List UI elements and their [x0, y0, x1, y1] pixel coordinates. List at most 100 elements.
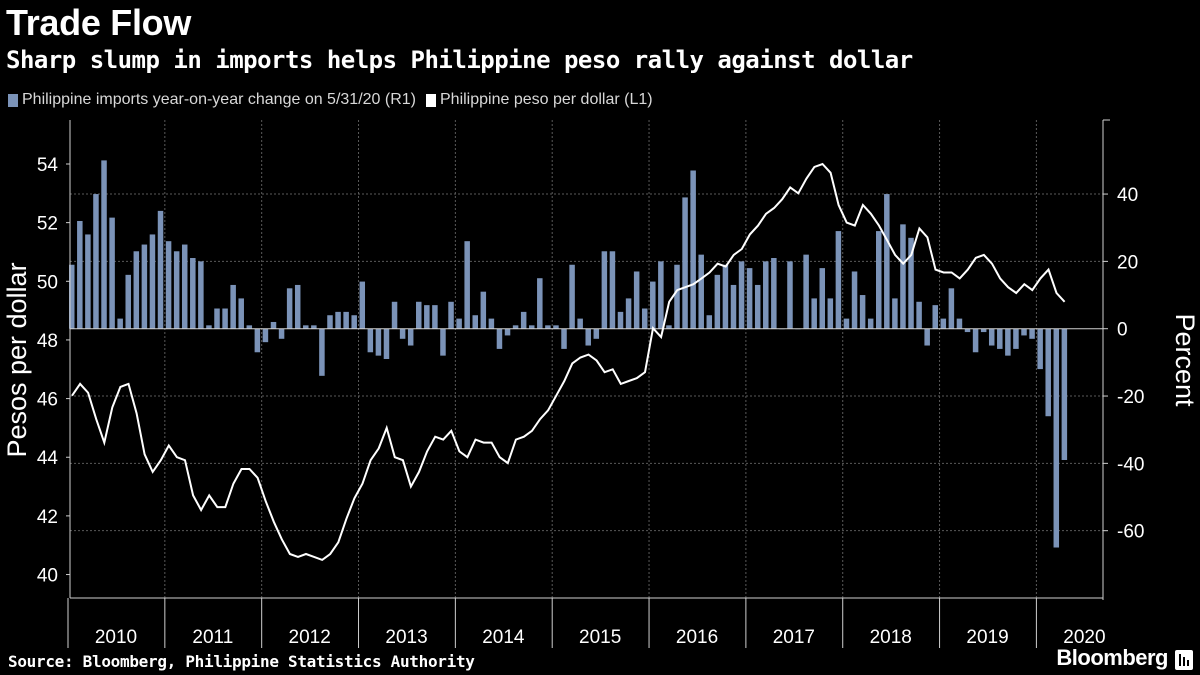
left-tick-label: 44: [37, 448, 59, 469]
bar-imports: [908, 237, 914, 329]
bar-imports: [932, 305, 938, 329]
bar-imports: [1061, 328, 1068, 460]
bar-imports: [537, 278, 543, 329]
bar-imports: [972, 328, 979, 353]
legend-item-imports: Philippine imports year-on-year change o…: [8, 91, 416, 109]
bar-imports: [569, 264, 575, 329]
bar-imports: [617, 311, 624, 329]
bar-imports: [504, 328, 511, 336]
x-tick-label: 2013: [385, 627, 427, 648]
bar-imports: [867, 318, 874, 329]
bar-imports: [641, 308, 648, 329]
bar-imports: [674, 264, 680, 329]
bar-imports: [835, 231, 842, 329]
legend-swatch-peso: [426, 93, 436, 107]
bar-imports: [456, 318, 462, 329]
bar-imports: [771, 258, 777, 329]
bar-imports: [472, 315, 478, 329]
bar-imports: [948, 288, 955, 329]
legend-label-imports: Philippine imports year-on-year change o…: [22, 91, 416, 108]
bloomberg-terminal-icon: [1175, 650, 1193, 670]
bar-imports: [690, 170, 696, 329]
right-tick-label: 0: [1117, 320, 1128, 341]
bar-imports: [440, 328, 446, 356]
chart-subtitle: Sharp slump in imports helps Philippine …: [6, 46, 913, 74]
bar-imports: [480, 291, 487, 329]
bar-imports: [682, 197, 688, 329]
bar-imports: [658, 261, 664, 329]
bar-imports: [448, 301, 454, 329]
bar-imports: [1005, 328, 1011, 356]
bar-imports: [230, 284, 236, 329]
bar-imports: [650, 281, 656, 329]
bar-imports: [351, 315, 357, 329]
bar-imports: [407, 328, 414, 346]
bar-imports: [714, 274, 721, 329]
bar-imports: [198, 261, 204, 329]
x-tick-label: 2016: [676, 627, 718, 648]
bar-imports: [1013, 328, 1019, 349]
legend-label-peso: Philippine peso per dollar (L1): [440, 91, 653, 108]
x-tick-label: 2018: [870, 627, 912, 648]
bar-imports: [93, 194, 99, 329]
bloomberg-logo: Bloomberg: [1056, 645, 1168, 670]
bar-imports: [819, 268, 826, 329]
left-tick-label: 48: [37, 331, 58, 352]
bar-imports: [545, 325, 551, 329]
bar-imports: [125, 274, 131, 329]
bar-imports: [181, 244, 188, 329]
legend-item-peso: Philippine peso per dollar (L1): [426, 91, 653, 109]
bar-imports: [843, 318, 850, 329]
bar-imports: [367, 328, 374, 353]
left-tick-label: 40: [37, 566, 58, 587]
x-tick-label: 2011: [192, 627, 233, 648]
bar-imports: [206, 325, 212, 329]
bar-imports: [1037, 328, 1043, 370]
x-tick-label: 2010: [95, 627, 137, 648]
right-tick-label: -20: [1117, 387, 1144, 408]
bar-imports: [609, 251, 616, 329]
line-peso: [71, 162, 1066, 562]
right-tick-label: -40: [1117, 454, 1144, 475]
bar-imports: [270, 321, 277, 329]
bar-imports: [286, 288, 293, 329]
left-tick-label: 54: [37, 155, 59, 176]
bar-imports: [343, 311, 349, 329]
bar-imports: [416, 301, 422, 329]
source-note: Source: Bloomberg, Philippine Statistics…: [8, 652, 475, 671]
bar-imports: [303, 325, 309, 329]
bar-imports: [278, 328, 285, 339]
x-tick-label: 2014: [482, 627, 525, 648]
left-tick-label: 50: [37, 272, 58, 293]
bar-imports: [424, 305, 430, 329]
bar-imports: [884, 194, 890, 329]
bar-imports: [117, 318, 123, 329]
bar-imports: [222, 308, 228, 329]
y-axis-title-left: Pesos per dollar: [2, 262, 32, 457]
x-tick-label: 2019: [966, 627, 1008, 648]
left-tick-label: 52: [37, 214, 58, 235]
bar-imports: [900, 224, 906, 329]
bar-imports: [246, 325, 253, 329]
legend-swatch-imports: [8, 93, 18, 107]
bar-imports: [1021, 328, 1027, 336]
bar-imports: [149, 234, 156, 329]
bar-imports: [254, 328, 261, 353]
bar-imports: [190, 258, 196, 329]
x-tick-label: 2017: [773, 627, 815, 648]
bar-imports: [214, 308, 220, 329]
bar-imports: [109, 217, 115, 329]
right-tick-label: -60: [1117, 522, 1144, 543]
bar-imports: [980, 328, 987, 333]
left-tick-label: 46: [37, 390, 58, 411]
bar-imports: [496, 328, 503, 349]
bar-imports: [238, 298, 244, 329]
bar-imports: [383, 328, 390, 359]
bar-imports: [464, 241, 470, 329]
right-tick-label: 20: [1117, 252, 1138, 273]
bar-imports: [924, 328, 930, 346]
bar-imports: [561, 328, 567, 349]
bar-imports: [666, 325, 672, 329]
bar-imports: [520, 311, 527, 329]
